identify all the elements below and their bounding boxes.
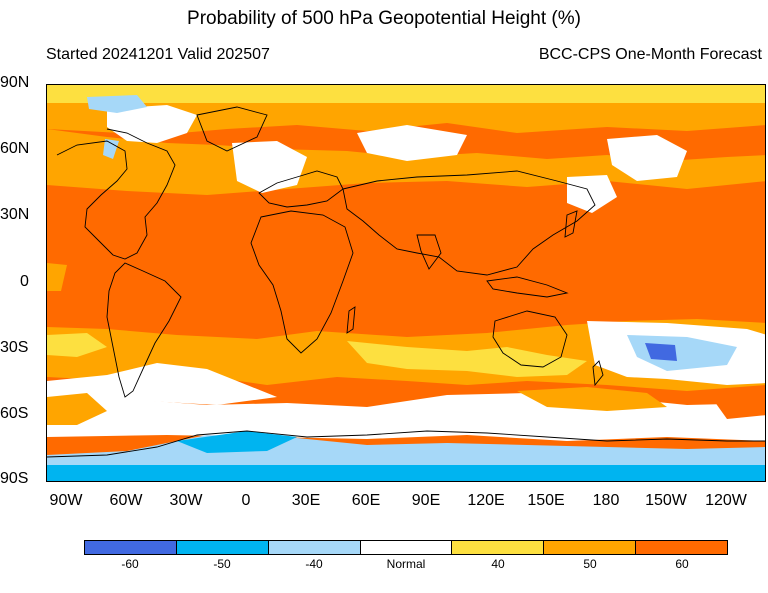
forecast-dates: Started 20241201 Valid 202507 [46, 46, 270, 63]
legend-swatch-neg40 [268, 541, 361, 554]
coast-asia [342, 170, 596, 276]
field-normal-bering [607, 135, 687, 181]
lon-label-30w: 30W [169, 492, 203, 509]
field-40-arctic-blue [87, 95, 147, 113]
coast-japan [564, 210, 578, 238]
field-50-eastpacific [47, 263, 67, 291]
lat-label-0: 0 [20, 273, 29, 290]
color-legend [84, 540, 728, 555]
legend-swatch-50 [544, 541, 637, 554]
legend-swatch-normal [360, 541, 453, 554]
field-normal-siberia [357, 125, 467, 161]
legend-swatch-neg50 [176, 541, 269, 554]
legend-label-normal: Normal [386, 557, 426, 571]
coast-greenland [196, 106, 268, 152]
lon-label-60e: 60E [351, 492, 381, 509]
legend-label-60: 60 [675, 557, 689, 571]
legend-label-neg40: -40 [305, 557, 323, 571]
field-normal-southatlantic [47, 363, 277, 405]
field-50-south-indian [517, 387, 667, 411]
lon-label-180: 180 [592, 492, 620, 509]
field-40-hudson [103, 139, 119, 159]
lat-label-60s: 60S [0, 405, 29, 422]
lon-label-120e: 120E [467, 492, 505, 509]
lat-label-60n: 60N [0, 140, 30, 157]
legend-label-neg60: -60 [121, 557, 139, 571]
forecast-source: BCC-CPS One-Month Forecast [538, 46, 762, 63]
field-60-south-pacific-e [707, 385, 765, 419]
field-50-southpole [47, 465, 765, 481]
lon-label-120w: 120W [705, 492, 747, 509]
legend-label-40: 40 [491, 557, 505, 571]
lon-label-150e: 150E [527, 492, 565, 509]
lon-label-30e: 30E [291, 492, 321, 509]
field-40-polar-n [47, 85, 765, 103]
field-normal-greenland [107, 105, 197, 143]
legend-label-50: 50 [583, 557, 597, 571]
lon-label-150w: 150W [645, 492, 687, 509]
probability-field [47, 85, 765, 481]
legend-label-neg50: -50 [213, 557, 231, 571]
legend-swatch-60 [636, 541, 728, 554]
field-60-southpacific-dark [645, 343, 677, 361]
field-50-drake [47, 393, 107, 425]
field-50-arctic [47, 103, 765, 135]
lon-label-90w: 90W [49, 492, 83, 509]
lat-label-90n: 90N [0, 74, 30, 91]
coast-north-america [56, 128, 176, 260]
forecast-map [46, 84, 766, 482]
coast-australia [492, 310, 568, 368]
field-40-indian-ocean [347, 341, 587, 377]
field-normal-kamchatka [567, 175, 617, 213]
coast-south-america [106, 262, 182, 398]
lat-label-90s: 90S [0, 470, 29, 487]
coast-africa [250, 210, 354, 354]
lon-label-60w: 60W [109, 492, 143, 509]
legend-swatch-40 [452, 541, 545, 554]
field-40-southpacific-w [47, 333, 107, 357]
field-50-weddell [177, 431, 297, 453]
coast-antarctica [47, 430, 765, 458]
coastlines [47, 106, 765, 458]
coast-new-zealand [592, 360, 604, 387]
coast-india [416, 234, 442, 270]
coast-indonesia [486, 276, 569, 298]
lon-label-90e: 90E [411, 492, 441, 509]
lat-label-30n: 30N [0, 206, 30, 223]
map-title: Probability of 500 hPa Geopotential Heig… [187, 8, 581, 29]
lon-label-0: 0 [241, 492, 251, 509]
lat-label-30s: 30S [0, 339, 29, 356]
legend-swatch-neg60 [85, 541, 177, 554]
coast-madagascar [346, 306, 356, 334]
